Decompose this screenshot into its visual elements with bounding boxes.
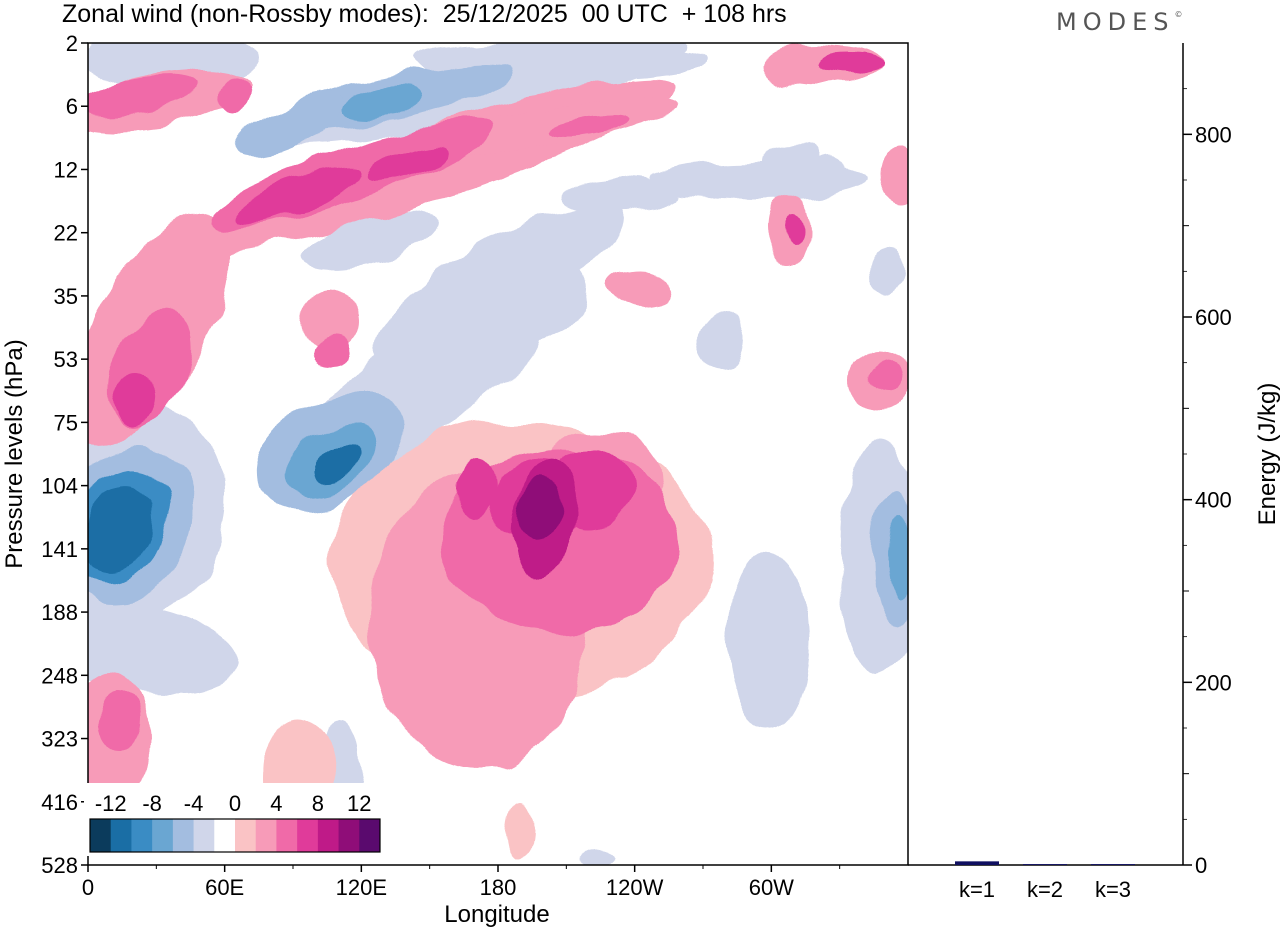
colorbar-swatch bbox=[359, 819, 381, 852]
colorbar: -12 -8 -4 0 4 8 12 bbox=[84, 783, 384, 856]
copyright-mark: © bbox=[1174, 10, 1183, 19]
energy-tick-label: 200 bbox=[1195, 670, 1232, 695]
contour-patch bbox=[760, 144, 820, 176]
energy-bar bbox=[1023, 864, 1067, 865]
longitude-axis: 0 60E 120E 180 120W 60W bbox=[82, 865, 841, 900]
colorbar-swatch bbox=[297, 819, 319, 852]
contour-patch bbox=[370, 214, 430, 246]
colorbar-swatch bbox=[152, 819, 174, 852]
colorbar-label: 4 bbox=[270, 791, 282, 816]
chart-title: Zonal wind (non-Rossby modes): 25/12/202… bbox=[62, 0, 787, 28]
energy-bar bbox=[1091, 864, 1135, 865]
y-tick-label: 6 bbox=[66, 94, 78, 119]
contour-patch bbox=[300, 290, 360, 350]
colorbar-swatch bbox=[90, 819, 112, 852]
y-tick-label: 416 bbox=[41, 790, 78, 815]
y-tick-label: 104 bbox=[41, 474, 78, 499]
contour-patch bbox=[580, 850, 620, 865]
contour-patch bbox=[810, 157, 850, 193]
energy-category-label: k=2 bbox=[1027, 877, 1063, 902]
energy-category-label: k=1 bbox=[959, 877, 995, 902]
colorbar-swatch bbox=[110, 819, 132, 852]
contour-patch bbox=[88, 484, 155, 572]
contour-patch bbox=[880, 145, 908, 205]
y-tick-label: 248 bbox=[41, 663, 78, 688]
contour-patch bbox=[233, 166, 367, 224]
contour-patch bbox=[820, 53, 880, 77]
contour-patch bbox=[114, 375, 156, 425]
y-tick-label: 188 bbox=[41, 600, 78, 625]
colorbar-label: -12 bbox=[95, 791, 127, 816]
contour-patch bbox=[221, 77, 249, 113]
x-tick-label: 60E bbox=[205, 875, 244, 900]
contour-patch bbox=[88, 76, 200, 114]
y-tick-label: 75 bbox=[54, 410, 78, 435]
energy-panel: 0 200 400 600 800 k=1 k=2 k=3 bbox=[908, 43, 1232, 902]
x-tick-label: 180 bbox=[480, 875, 517, 900]
colorbar-swatch bbox=[214, 819, 236, 852]
y-axis-label: Pressure levels (hPa) bbox=[1, 339, 28, 568]
contour-patch bbox=[234, 93, 346, 157]
colorbar-swatch bbox=[172, 819, 195, 852]
colorbar-swatch bbox=[193, 819, 215, 852]
contour-patch bbox=[865, 245, 905, 295]
contour-patch bbox=[765, 610, 805, 690]
contour-patch bbox=[695, 310, 745, 370]
energy-axis: 0 200 400 600 800 bbox=[1183, 88, 1232, 878]
x-axis-label: Longitude bbox=[444, 901, 549, 928]
contour-patch bbox=[890, 520, 908, 600]
contour-patch bbox=[311, 443, 359, 481]
modes-logo: MODES© bbox=[1056, 8, 1182, 36]
contour-patch bbox=[870, 360, 900, 390]
colorbar-label: 8 bbox=[312, 791, 324, 816]
energy-bars: k=1 k=2 k=3 bbox=[955, 861, 1135, 902]
colorbar-label: 12 bbox=[347, 791, 371, 816]
contour-patch bbox=[345, 84, 425, 116]
wind-contour-field bbox=[88, 43, 908, 865]
colorbar-label: -8 bbox=[142, 791, 162, 816]
energy-axis-label: Energy (J/kg) bbox=[1254, 383, 1280, 526]
contour-patch bbox=[457, 460, 493, 520]
contour-patch bbox=[560, 179, 680, 211]
contour-patch bbox=[610, 272, 670, 308]
energy-tick-label: 400 bbox=[1195, 488, 1232, 513]
y-tick-label: 22 bbox=[54, 221, 78, 246]
energy-tick-label: 800 bbox=[1195, 122, 1232, 147]
y-tick-label: 12 bbox=[54, 157, 78, 182]
y-tick-label: 2 bbox=[66, 31, 78, 56]
x-tick-label: 60W bbox=[749, 875, 794, 900]
contour-patch bbox=[310, 334, 350, 366]
colorbar-swatch bbox=[131, 819, 153, 852]
colorbar-swatch bbox=[235, 819, 257, 852]
y-tick-label: 35 bbox=[54, 284, 78, 309]
colorbar-swatch bbox=[317, 819, 340, 852]
pressure-axis: 2 6 12 22 35 53 75 104 141 188 248 323 416 528 bbox=[41, 31, 88, 878]
colorbar-swatch bbox=[338, 819, 360, 852]
contour-patch bbox=[508, 800, 532, 860]
y-tick-label: 141 bbox=[41, 537, 78, 562]
y-tick-label: 53 bbox=[54, 347, 78, 372]
y-tick-label: 323 bbox=[41, 727, 78, 752]
energy-category-label: k=3 bbox=[1095, 877, 1131, 902]
contour-patch bbox=[100, 690, 140, 750]
energy-tick-label: 0 bbox=[1195, 853, 1207, 878]
contour-patch bbox=[519, 480, 561, 540]
colorbar-swatch bbox=[276, 819, 298, 852]
x-tick-label: 0 bbox=[82, 875, 94, 900]
logo-text: MODES bbox=[1056, 8, 1175, 36]
energy-tick-label: 600 bbox=[1195, 305, 1232, 330]
x-tick-label: 120E bbox=[336, 875, 387, 900]
contour-patch bbox=[372, 147, 448, 183]
x-tick-label: 120W bbox=[606, 875, 664, 900]
colorbar-swatch bbox=[255, 819, 277, 852]
y-tick-label: 528 bbox=[41, 853, 78, 878]
energy-bar bbox=[955, 861, 999, 865]
contour-patch bbox=[785, 215, 805, 245]
contour-patch bbox=[550, 112, 630, 138]
colorbar-label: 0 bbox=[229, 791, 241, 816]
colorbar-label: -4 bbox=[184, 791, 204, 816]
colorbar-frame bbox=[89, 818, 381, 853]
